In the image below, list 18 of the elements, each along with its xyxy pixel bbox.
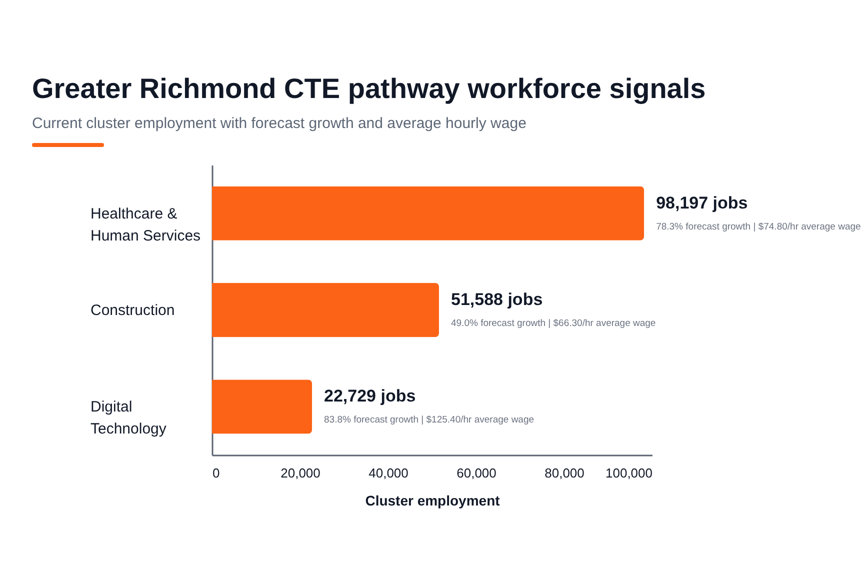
data-label: 22,729 jobs	[324, 386, 416, 406]
annotation: 83.8% forecast growth | $125.40/hr average wage	[324, 414, 534, 426]
y-tick-label: Construction	[90, 302, 175, 319]
chart-subtitle: Current cluster employment with forecast growth and average hourly wage	[32, 115, 526, 132]
y-tick-label: Healthcare & Human Services	[90, 205, 201, 244]
x-tick-label: 40,000	[368, 466, 408, 480]
x-tick-label: 100,000	[606, 466, 652, 480]
annotation: 78.3% forecast growth | $74.80/hr average wage	[656, 221, 861, 232]
x-axis-title: Cluster employment	[365, 492, 500, 508]
chart-title: Greater Richmond CTE pathway workforce signals	[32, 73, 706, 104]
x-tick-label: 0	[212, 466, 220, 480]
data-label: 98,197 jobs	[656, 193, 748, 212]
data-label: 51,588 jobs	[450, 290, 543, 309]
x-tick-label: 80,000	[544, 466, 584, 480]
x-tick-label: 60,000	[456, 466, 496, 480]
annotation: 49.0% forecast growth | $66.30/hr average wage	[450, 318, 656, 329]
y-tick-label: Digital Technology	[90, 398, 167, 438]
x-tick-label: 20,000	[280, 466, 320, 480]
